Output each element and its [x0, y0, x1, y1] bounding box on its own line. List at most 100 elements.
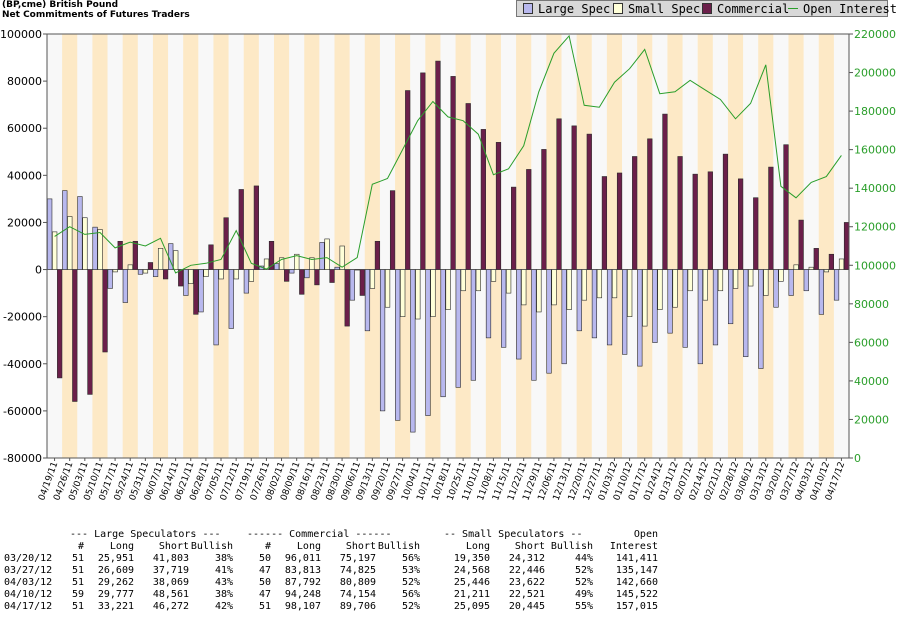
legend-swatch-large-spec	[523, 3, 533, 14]
bar-small-spec	[279, 257, 285, 270]
bar-small-spec	[536, 269, 542, 313]
bar-large-spec	[485, 269, 492, 339]
plot-band	[122, 34, 138, 458]
plot-area	[47, 34, 849, 458]
bar-large-spec	[758, 269, 764, 369]
y2-tick-label: 140000	[854, 182, 896, 195]
table-cell: 89,706	[339, 601, 376, 612]
bar-commercial	[117, 240, 123, 270]
bar-commercial	[556, 118, 562, 270]
bar-commercial	[495, 142, 502, 270]
bar-small-spec	[52, 231, 58, 270]
header-cell: Bullish	[377, 541, 420, 552]
bar-small-spec	[142, 269, 149, 274]
table-cell: 24,568	[453, 565, 490, 576]
plot-band	[667, 34, 683, 458]
bar-commercial	[843, 222, 850, 270]
bar-large-spec	[591, 269, 598, 339]
table-cell: 87,792	[284, 577, 321, 588]
header-cell: #	[77, 541, 84, 552]
bar-small-spec	[823, 269, 830, 273]
bar-small-spec	[294, 253, 300, 270]
bar-commercial	[571, 125, 577, 270]
legend-swatch-commercial	[702, 3, 712, 14]
plot-band	[727, 34, 744, 458]
bar-large-spec	[304, 269, 310, 279]
table-cell: 75,197	[339, 553, 376, 564]
bar-small-spec	[717, 269, 724, 292]
bar-commercial	[450, 76, 456, 270]
chart-subtitle: Net Commitments of Futures Traders	[2, 10, 190, 20]
bar-large-spec	[773, 269, 779, 308]
cot-chart: -80000 -60000 -40000 -20000 0 20000 40000 60000…	[0, 28, 896, 502]
bar-commercial	[511, 186, 517, 270]
y-tick-label: 60000	[7, 122, 42, 135]
bar-commercial	[72, 269, 78, 402]
table-cell: 56%	[401, 589, 420, 600]
bar-large-spec	[803, 269, 809, 292]
table-cell: 49%	[574, 589, 593, 600]
bar-large-spec	[667, 269, 673, 334]
table-row: 03/27/12 51 26,609 37,719 41% 47 83,813 74,825 5…	[4, 565, 658, 577]
bar-small-spec	[475, 269, 481, 292]
bar-commercial	[586, 133, 592, 270]
bar-large-spec	[107, 269, 113, 289]
bar-small-spec	[596, 269, 603, 299]
bar-small-spec	[521, 269, 527, 306]
header-cell	[4, 529, 62, 541]
bar-commercial	[132, 240, 138, 270]
bar-large-spec	[576, 269, 582, 332]
header-cell: Short	[345, 541, 376, 552]
table-cell: 141,411	[615, 553, 658, 564]
table-cell: 25,951	[97, 553, 134, 564]
bar-large-spec	[425, 269, 431, 416]
table-cell: 53%	[401, 565, 420, 576]
bar-commercial	[87, 269, 93, 395]
bar-commercial	[389, 190, 396, 270]
bar-small-spec	[702, 269, 708, 301]
bar-large-spec	[455, 269, 461, 388]
table-cell: 51	[71, 601, 84, 612]
table-cell: 19,350	[453, 553, 490, 564]
bar-small-spec	[611, 269, 618, 299]
table-cell: 04/10/12	[4, 589, 53, 600]
stats-header-columns: # Long Short Bullish # Long Short Bullish Long Sh…	[4, 541, 658, 553]
header-group-large-spec: --- Large Speculators ---	[70, 529, 221, 540]
y2-tick-label: 120000	[854, 221, 896, 234]
bar-commercial	[238, 189, 244, 270]
bar-commercial	[268, 240, 275, 270]
bar-commercial	[253, 185, 259, 270]
bar-small-spec	[687, 269, 693, 292]
table-cell: 38%	[214, 553, 233, 564]
bar-commercial	[57, 269, 63, 379]
bar-large-spec	[379, 269, 386, 412]
y2-tick-label: 100000	[854, 259, 896, 272]
bar-commercial	[178, 269, 184, 287]
bar-small-spec	[354, 269, 360, 271]
bar-commercial	[405, 90, 411, 270]
bar-large-spec	[213, 269, 219, 346]
bar-small-spec	[127, 264, 133, 270]
bar-large-spec	[47, 198, 53, 270]
bar-commercial	[783, 144, 789, 270]
bar-large-spec	[92, 226, 98, 270]
bar-large-spec	[561, 269, 567, 365]
bar-large-spec	[349, 269, 355, 301]
plot-band	[152, 34, 169, 458]
bar-commercial	[329, 269, 335, 283]
bar-commercial	[526, 169, 532, 270]
y-tick-label: 0	[35, 264, 42, 277]
header-cell: #	[264, 541, 271, 552]
bar-small-spec	[566, 269, 572, 310]
bar-large-spec	[319, 242, 325, 270]
bar-commercial	[435, 60, 441, 270]
bar-large-spec	[818, 269, 825, 315]
bar-small-spec	[82, 217, 88, 270]
bar-commercial	[647, 138, 653, 270]
bar-large-spec	[364, 269, 371, 332]
bar-small-spec	[838, 258, 845, 270]
bar-large-spec	[243, 269, 249, 294]
bar-small-spec	[309, 257, 315, 270]
chart-legend: Large Spec Small Spec Commercial Open In…	[516, 0, 897, 17]
bar-commercial	[465, 103, 471, 270]
